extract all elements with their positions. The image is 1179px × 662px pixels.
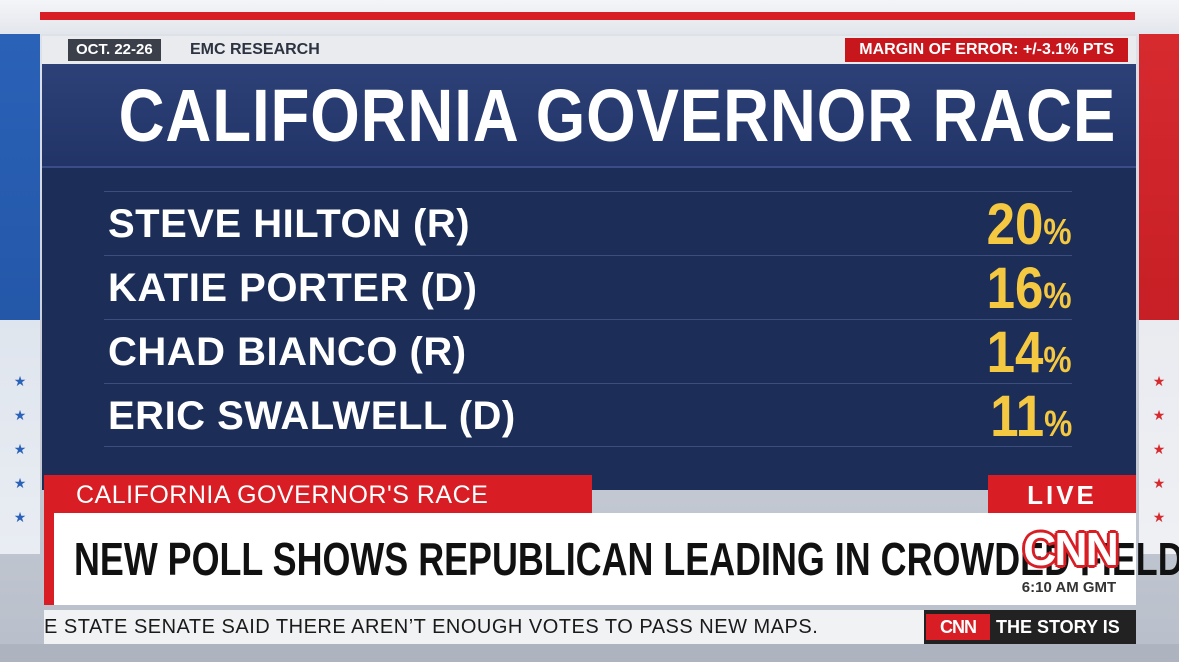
live-badge: LIVE xyxy=(988,475,1136,515)
left-studio-panel: ★ ★ ★ ★ ★ xyxy=(0,34,40,554)
candidate-percent: 14% xyxy=(987,324,1072,382)
percent-sign: % xyxy=(1043,211,1072,252)
studio-background-top xyxy=(0,0,1179,34)
candidate-row: KATIE PORTER (D) 16% xyxy=(104,255,1072,319)
margin-of-error: MARGIN OF ERROR: +/-3.1% PTS xyxy=(845,38,1128,62)
clock: 6:10 AM GMT xyxy=(1021,579,1117,596)
star-icon: ★ xyxy=(1152,441,1166,457)
ticker-cnn-logo: CNN xyxy=(926,614,990,640)
candidate-percent: 11% xyxy=(990,388,1072,446)
graphic-title: CALIFORNIA GOVERNOR RACE xyxy=(118,74,1117,157)
percent-value: 14 xyxy=(987,320,1044,385)
ticker-label: THE STORY IS xyxy=(996,617,1120,637)
cnn-logo: CNN xyxy=(1023,523,1119,575)
percent-value: 20 xyxy=(987,192,1044,257)
candidate-list: STEVE HILTON (R) 20% KATIE PORTER (D) 16… xyxy=(104,191,1072,447)
percent-sign: % xyxy=(1043,275,1072,316)
star-icon: ★ xyxy=(1152,373,1166,389)
candidate-row: ERIC SWALWELL (D) 11% xyxy=(104,383,1072,447)
candidate-row: CHAD BIANCO (R) 14% xyxy=(104,319,1072,383)
candidate-percent: 16% xyxy=(987,260,1072,318)
star-icon: ★ xyxy=(13,475,27,491)
headline-bar: NEW POLL SHOWS REPUBLICAN LEADING IN CRO… xyxy=(44,513,1179,605)
headline: NEW POLL SHOWS REPUBLICAN LEADING IN CRO… xyxy=(74,533,1179,585)
title-band: CALIFORNIA GOVERNOR RACE xyxy=(42,64,1136,168)
poll-source: EMC RESEARCH xyxy=(190,41,320,58)
candidate-name: STEVE HILTON (R) xyxy=(108,202,471,246)
studio-background-bottom xyxy=(0,644,1179,662)
star-icon: ★ xyxy=(13,509,27,525)
star-icon: ★ xyxy=(13,373,27,389)
candidate-name: CHAD BIANCO (R) xyxy=(108,330,467,374)
ticker-text: E STATE SENATE SAID THERE AREN’T ENOUGH … xyxy=(44,616,819,638)
star-icon: ★ xyxy=(1152,509,1166,525)
candidate-name: ERIC SWALWELL (D) xyxy=(108,394,516,438)
topic-tab: CALIFORNIA GOVERNOR'S RACE xyxy=(44,475,592,515)
percent-sign: % xyxy=(1043,339,1072,380)
percent-value: 16 xyxy=(987,256,1044,321)
star-icon: ★ xyxy=(13,407,27,423)
ticker-brand: CNN THE STORY IS xyxy=(924,610,1136,644)
candidate-percent: 20% xyxy=(987,196,1072,254)
candidate-name: KATIE PORTER (D) xyxy=(108,266,478,310)
poll-source-bar: OCT. 22-26 EMC RESEARCH MARGIN OF ERROR:… xyxy=(42,36,1136,64)
percent-sign: % xyxy=(1043,403,1072,444)
right-studio-panel: ★ ★ ★ ★ ★ xyxy=(1139,34,1179,554)
poll-dates: OCT. 22-26 xyxy=(68,39,161,61)
news-ticker: E STATE SENATE SAID THERE AREN’T ENOUGH … xyxy=(44,610,1136,644)
poll-graphic: OCT. 22-26 EMC RESEARCH MARGIN OF ERROR:… xyxy=(42,36,1136,490)
star-icon: ★ xyxy=(1152,475,1166,491)
star-icon: ★ xyxy=(1152,407,1166,423)
right-stars: ★ ★ ★ ★ ★ xyxy=(1139,374,1179,524)
left-stars: ★ ★ ★ ★ ★ xyxy=(0,374,40,524)
candidate-row: STEVE HILTON (R) 20% xyxy=(104,191,1072,255)
star-icon: ★ xyxy=(13,441,27,457)
red-stripe xyxy=(40,12,1135,20)
percent-value: 11 xyxy=(989,384,1044,449)
